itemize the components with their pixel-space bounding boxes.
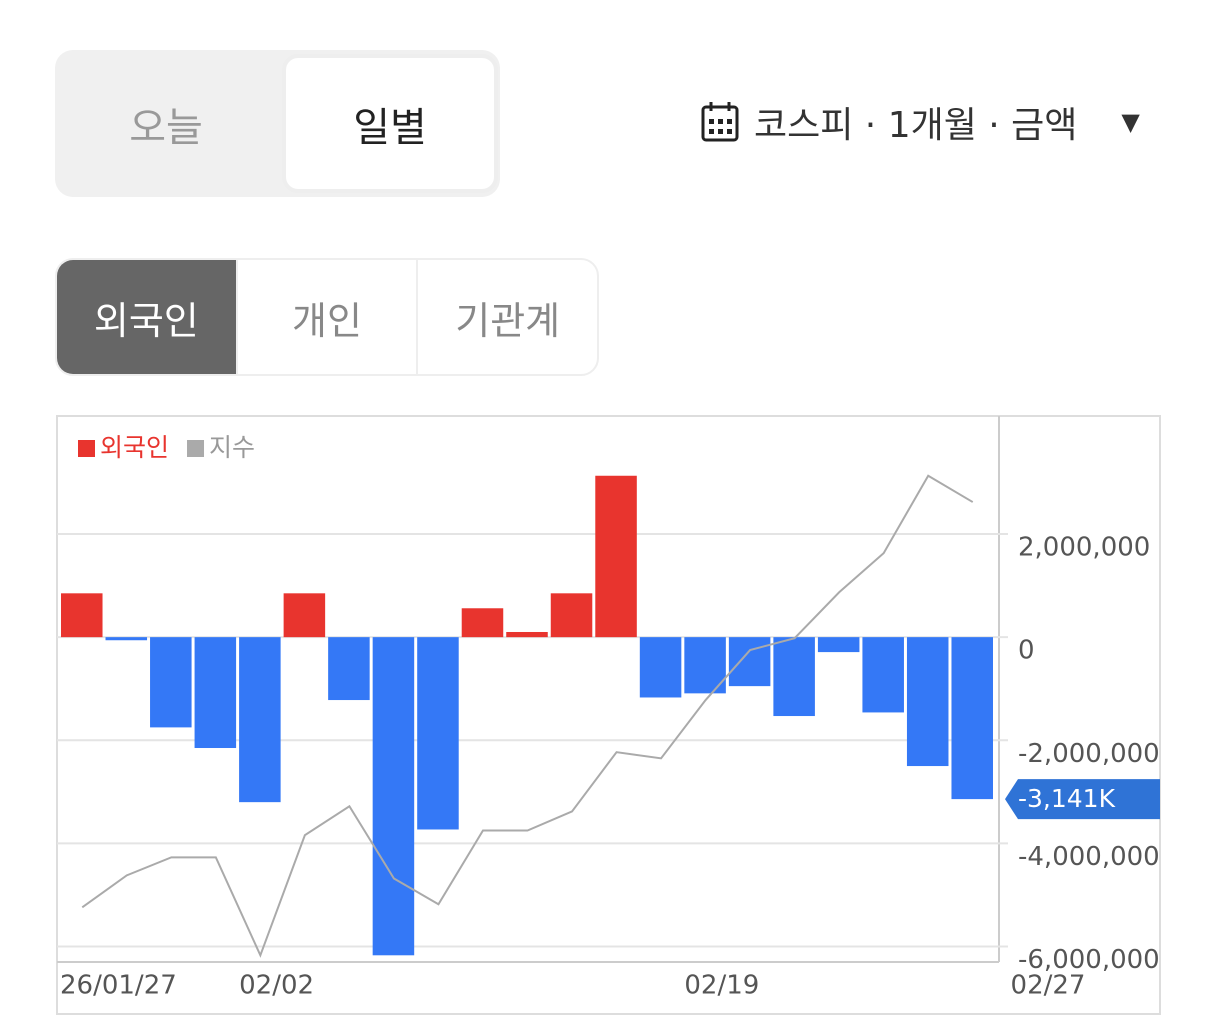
dropdown-arrow: ▼ [1121,108,1140,136]
period-tab[interactable]: 오늘 [129,104,203,151]
x-tick-label: 26/01/27 [60,971,177,1001]
bar [862,637,904,713]
period-toggle: 오늘 일별 [55,50,500,197]
legend-swatch [187,440,205,457]
investor-tab[interactable]: 개인 [235,260,417,374]
bar [105,637,148,641]
investor-tab[interactable]: 기관계 [416,260,597,374]
x-tick-label: 02/19 [684,971,759,1001]
bar [417,637,459,830]
filter[interactable]: 코스피 · 1개월 · 금액 ▼ [700,96,1140,148]
value-label: -3,141K [1018,784,1116,813]
legend-swatch [78,440,95,457]
bar [817,637,860,653]
bar [283,593,326,638]
investor-tabs: 외국인 개인 기관계 [55,258,599,376]
bar [239,637,281,803]
bar [639,637,682,698]
filter-label: 코스피 · 1개월 · 금액 [754,105,1078,146]
y-tick-label: -2,000,000 [1018,739,1160,769]
bar [372,637,415,956]
bar [684,637,726,694]
bar [595,475,637,638]
value-tag [1005,779,1160,820]
legend-label: 외국인 [100,433,169,462]
bar [61,593,103,638]
x-tick-label: 02/27 [1011,971,1086,1001]
chart-frame [56,415,1161,1015]
y-tick-label: 2,000,000 [1018,533,1150,563]
bar [906,637,949,767]
x-tick-label: 02/02 [239,971,314,1001]
period-tab[interactable]: 일별 [282,54,498,193]
investor-tab[interactable]: 외국인 [57,260,236,374]
bar [506,631,548,638]
bar [728,637,771,687]
bar [951,637,993,800]
y-tick-label: -4,000,000 [1018,842,1160,872]
bar [328,637,370,701]
index-line [81,474,974,958]
bar [550,593,593,638]
bar [461,608,504,638]
legend-label: 지수 [209,433,255,462]
bar [194,637,237,749]
bar [773,637,815,717]
y-tick-label: 0 [1018,636,1035,666]
bar [150,637,192,728]
y-tick-label: -6,000,000 [1018,945,1160,975]
calendar-icon [701,102,739,142]
